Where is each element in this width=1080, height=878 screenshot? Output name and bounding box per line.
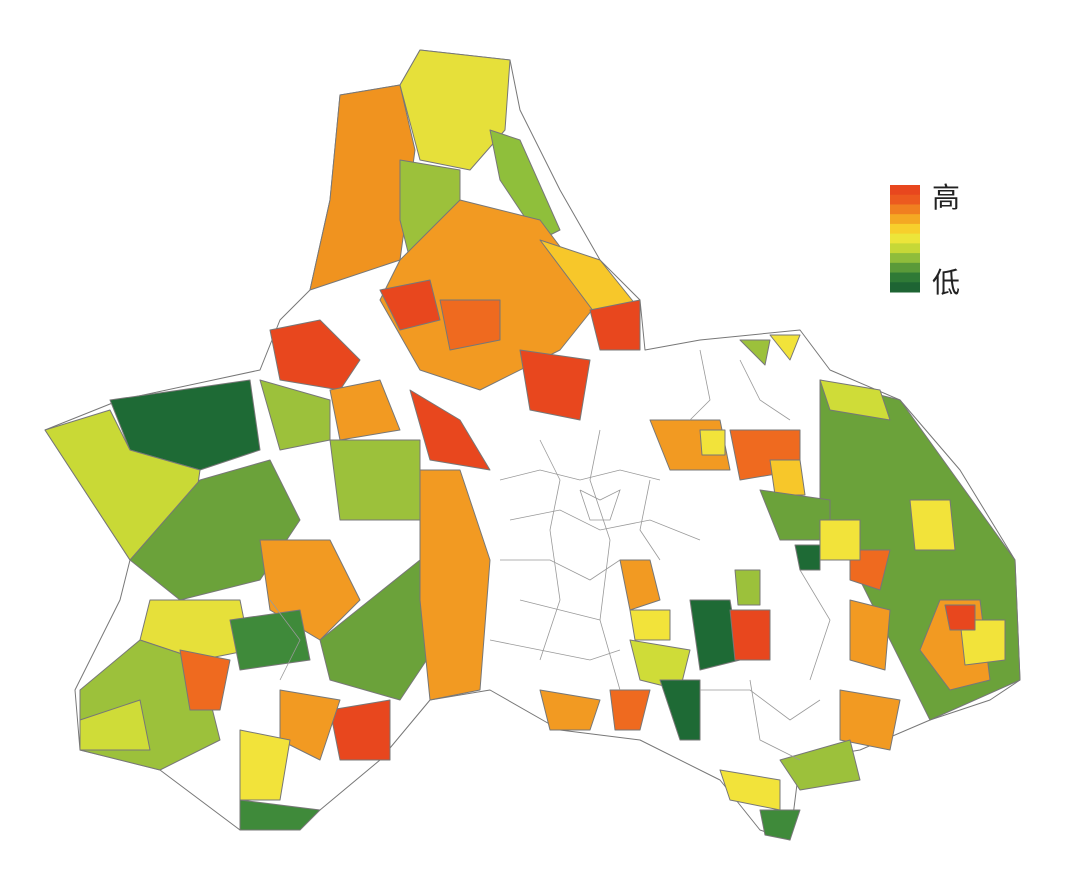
legend: 高 低 <box>890 181 960 299</box>
legend-low-label: 低 <box>932 266 960 299</box>
legend-swatch <box>890 204 920 215</box>
choropleth-map <box>44 49 1021 841</box>
legend-swatch <box>890 223 920 235</box>
legend-swatch <box>890 282 920 293</box>
legend-swatch <box>890 272 920 283</box>
legend-swatch <box>890 233 920 244</box>
legend-swatch <box>890 253 920 264</box>
district-boundaries <box>269 349 831 761</box>
legend-swatch <box>890 243 920 254</box>
legend-swatch <box>890 194 920 205</box>
districts <box>44 49 1021 841</box>
legend-swatch <box>890 262 920 274</box>
legend-high-label: 高 <box>932 181 960 214</box>
legend-swatch <box>890 214 920 225</box>
legend-swatch <box>890 185 920 196</box>
